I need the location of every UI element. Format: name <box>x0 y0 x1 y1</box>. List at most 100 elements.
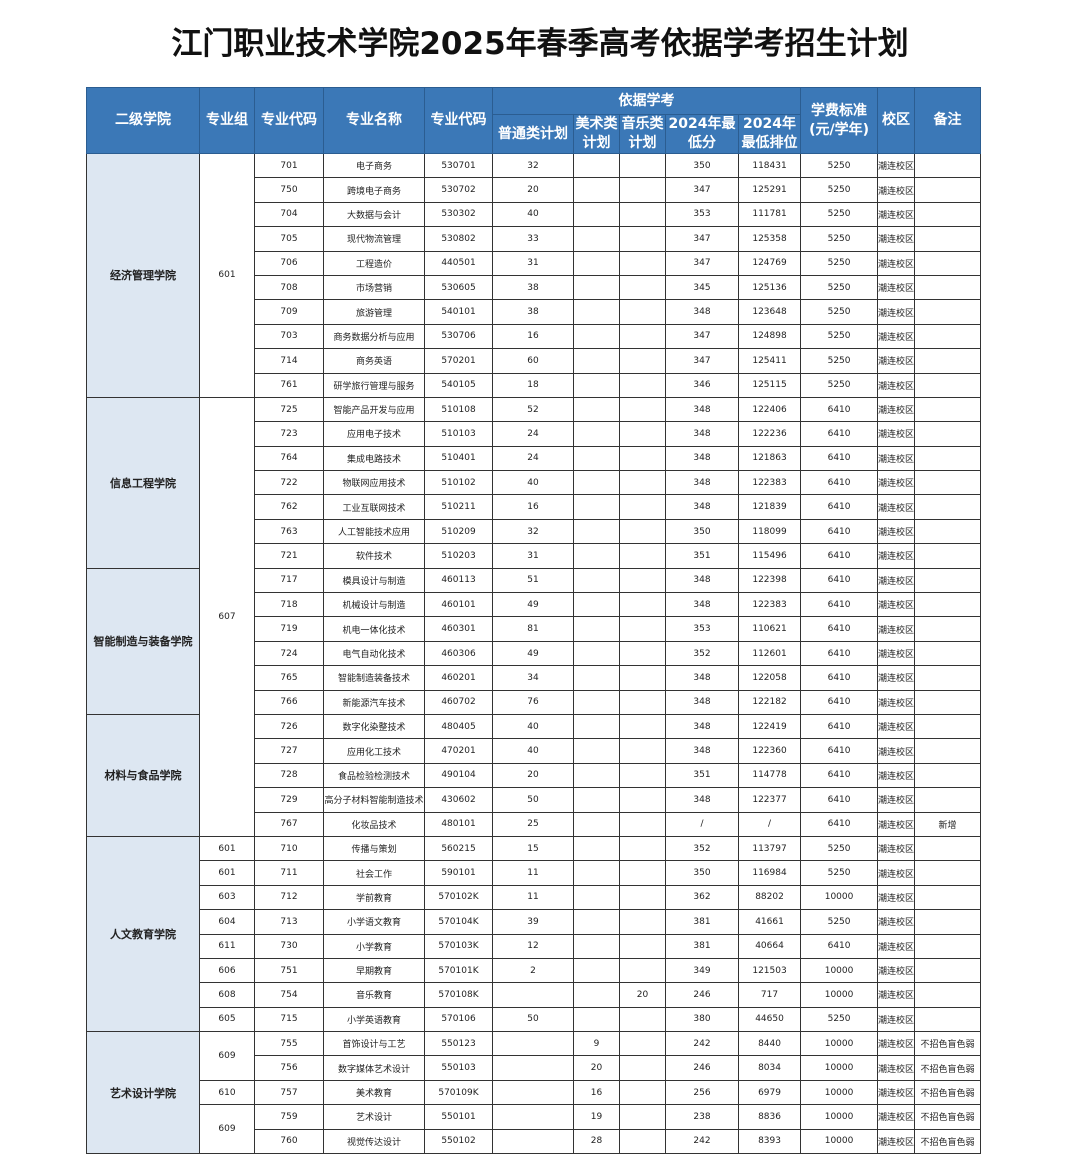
major-code-cell: 719 <box>254 616 324 642</box>
remark-cell <box>914 640 982 667</box>
major-code-2-cell: 570104K <box>424 909 493 935</box>
art-plan-cell <box>573 445 620 472</box>
campus-cell: 潮连校区 <box>877 762 916 789</box>
major-code-cell: 717 <box>254 567 324 594</box>
major-name-cell: 商务数据分析与应用 <box>323 323 425 350</box>
tuition-cell: 5250 <box>800 299 879 325</box>
major-code-cell: 754 <box>254 982 324 1008</box>
tuition-cell: 5250 <box>800 323 879 350</box>
major-code-2-cell: 510108 <box>424 396 493 423</box>
remark-cell <box>914 933 982 959</box>
art-plan-cell <box>573 933 620 959</box>
music-plan-cell <box>619 713 666 740</box>
major-name-cell: 艺术设计 <box>323 1104 425 1130</box>
campus-cell: 潮连校区 <box>877 177 916 203</box>
major-name-cell: 新能源汽车技术 <box>323 689 425 715</box>
min-rank-cell: 121839 <box>737 494 802 520</box>
major-name-cell: 美术教育 <box>323 1079 425 1106</box>
min-rank-cell: 122360 <box>737 738 802 764</box>
art-plan-cell <box>573 811 620 837</box>
min-score-cell: 350 <box>665 152 739 179</box>
min-rank-cell: 88202 <box>737 884 802 911</box>
major-code-2-cell: 530302 <box>424 201 493 228</box>
min-score-cell: 347 <box>665 250 739 276</box>
header-min-score: 2024年最低分 <box>665 114 739 154</box>
campus-cell: 潮连校区 <box>877 592 916 618</box>
major-code-cell: 704 <box>254 201 324 228</box>
remark-cell <box>914 835 982 862</box>
remark-cell: 不招色盲色弱 <box>914 1128 982 1155</box>
general-plan-cell: 32 <box>492 152 574 179</box>
campus-cell: 潮连校区 <box>877 494 916 520</box>
major-code-cell: 767 <box>254 811 324 837</box>
general-plan-cell: 40 <box>492 713 574 740</box>
min-rank-cell: 122406 <box>737 396 802 423</box>
major-code-cell: 721 <box>254 543 324 569</box>
min-rank-cell: 122383 <box>737 470 802 496</box>
art-plan-cell: 20 <box>573 1055 620 1081</box>
major-code-2-cell: 530701 <box>424 152 493 179</box>
min-score-cell: 347 <box>665 323 739 350</box>
header-major-code-2: 专业代码 <box>424 87 493 154</box>
min-rank-cell: 44650 <box>737 1006 802 1033</box>
major-code-cell: 713 <box>254 909 324 935</box>
header-major-name: 专业名称 <box>323 87 425 154</box>
tuition-cell: 6410 <box>800 811 879 837</box>
table-row: 603 712 学前教育 570102K 11 362 88202 10000 潮连校区 <box>87 884 982 911</box>
music-plan-cell <box>619 470 666 496</box>
major-code-cell: 722 <box>254 470 324 496</box>
tuition-cell: 5250 <box>800 201 879 228</box>
major-code-2-cell: 460113 <box>424 567 493 594</box>
min-rank-cell: 124898 <box>737 323 802 350</box>
major-code-cell: 718 <box>254 592 324 618</box>
music-plan-cell <box>619 860 666 886</box>
min-rank-cell: 118099 <box>737 518 802 545</box>
remark-cell <box>914 567 982 594</box>
major-code-cell: 764 <box>254 445 324 472</box>
general-plan-cell: 24 <box>492 445 574 472</box>
min-score-cell: 238 <box>665 1104 739 1130</box>
min-rank-cell: 8393 <box>737 1128 802 1155</box>
major-code-2-cell: 570101K <box>424 957 493 984</box>
table-row: 728 食品检验检测技术 490104 20 351 114778 6410 潮连校区 <box>87 762 982 789</box>
music-plan-cell <box>619 445 666 472</box>
campus-cell: 潮连校区 <box>877 665 916 691</box>
table-row: 605 715 小学英语教育 570106 50 380 44650 5250 潮连校区 <box>87 1006 982 1033</box>
major-code-cell: 751 <box>254 957 324 984</box>
min-rank-cell: 122058 <box>737 665 802 691</box>
major-code-cell: 711 <box>254 860 324 886</box>
tuition-cell: 5250 <box>800 348 879 374</box>
music-plan-cell <box>619 567 666 594</box>
table-row: 722 物联网应用技术 510102 40 348 122383 6410 潮连校区 <box>87 470 982 496</box>
general-plan-cell: 24 <box>492 421 574 447</box>
table-row: 703 商务数据分析与应用 530706 16 347 124898 5250 潮连校区 <box>87 323 982 350</box>
campus-cell: 潮连校区 <box>877 933 916 959</box>
tuition-cell: 10000 <box>800 982 879 1008</box>
tuition-cell: 10000 <box>800 1079 879 1106</box>
major-code-cell: 761 <box>254 372 324 398</box>
min-score-cell: 348 <box>665 445 739 472</box>
group-cell: 605 <box>199 1006 255 1033</box>
general-plan-cell: 38 <box>492 274 574 301</box>
major-name-cell: 电气自动化技术 <box>323 640 425 667</box>
major-name-cell: 研学旅行管理与服务 <box>323 372 425 398</box>
min-score-cell: 345 <box>665 274 739 301</box>
major-name-cell: 智能制造装备技术 <box>323 665 425 691</box>
music-plan-cell <box>619 884 666 911</box>
music-plan-cell <box>619 592 666 618</box>
music-plan-cell <box>619 616 666 642</box>
tuition-cell: 6410 <box>800 445 879 472</box>
group-cell: 607 <box>199 396 255 837</box>
general-plan-cell: 38 <box>492 299 574 325</box>
art-plan-cell <box>573 421 620 447</box>
general-plan-cell: 50 <box>492 787 574 813</box>
tuition-cell: 10000 <box>800 1104 879 1130</box>
remark-cell <box>914 445 982 472</box>
art-plan-cell <box>573 543 620 569</box>
major-code-cell: 728 <box>254 762 324 789</box>
music-plan-cell <box>619 665 666 691</box>
major-code-cell: 729 <box>254 787 324 813</box>
major-code-cell: 726 <box>254 713 324 740</box>
major-code-2-cell: 510102 <box>424 470 493 496</box>
general-plan-cell <box>492 1055 574 1081</box>
